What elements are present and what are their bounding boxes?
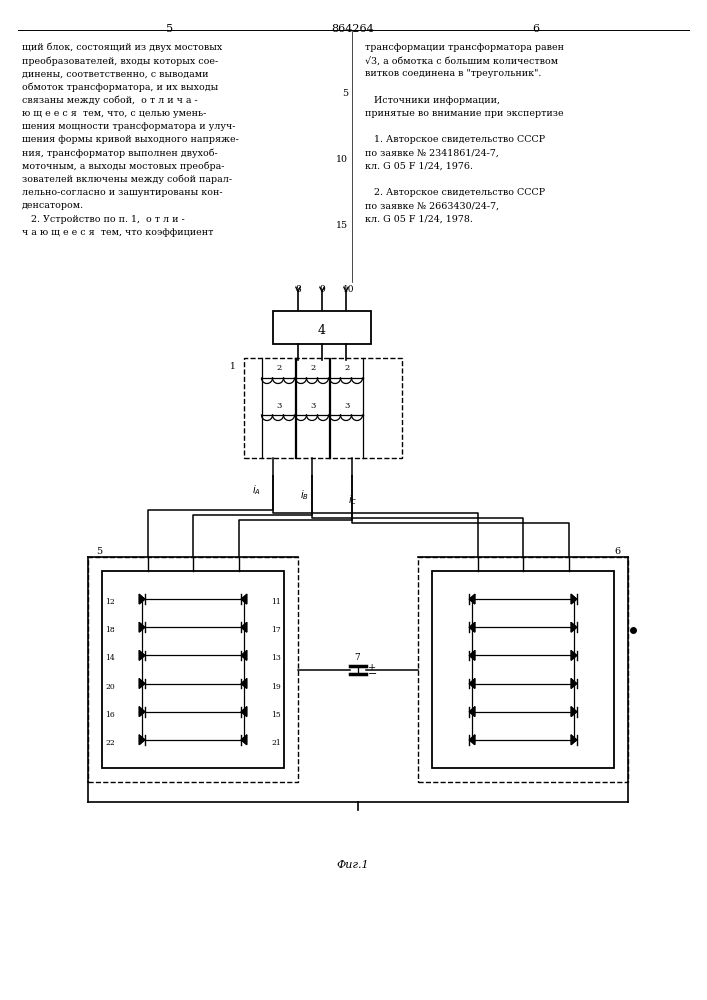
Text: Источники информации,: Источники информации, <box>365 96 500 105</box>
Polygon shape <box>469 594 475 604</box>
Text: 15: 15 <box>336 221 348 230</box>
Polygon shape <box>571 594 577 604</box>
Text: ния, трансформатор выполнен двухоб-: ния, трансформатор выполнен двухоб- <box>22 149 218 158</box>
Polygon shape <box>469 679 475 688</box>
Text: 12: 12 <box>105 598 115 606</box>
Text: 10: 10 <box>336 155 348 164</box>
Text: 3: 3 <box>276 402 281 410</box>
Polygon shape <box>469 651 475 660</box>
Text: витков соединена в "треугольник".: витков соединена в "треугольник". <box>365 69 542 78</box>
Polygon shape <box>139 622 145 632</box>
Text: 8: 8 <box>295 285 300 294</box>
Text: 5: 5 <box>342 89 348 98</box>
Text: 11: 11 <box>271 598 281 606</box>
Text: шения формы кривой выходного напряже-: шения формы кривой выходного напряже- <box>22 135 239 144</box>
Text: 10: 10 <box>343 285 354 294</box>
Polygon shape <box>469 735 475 745</box>
Text: принятые во внимание при экспертизе: принятые во внимание при экспертизе <box>365 109 563 118</box>
Text: щий блок, состоящий из двух мостовых: щий блок, состоящий из двух мостовых <box>22 43 222 52</box>
Text: 2: 2 <box>344 364 349 372</box>
Polygon shape <box>571 651 577 660</box>
Text: 22: 22 <box>105 739 115 747</box>
Text: по заявке № 2341861/24-7,: по заявке № 2341861/24-7, <box>365 149 499 158</box>
Text: 2: 2 <box>276 364 281 372</box>
Text: 15: 15 <box>271 711 281 719</box>
Text: $i_A$: $i_A$ <box>252 483 262 497</box>
Text: 2. Авторское свидетельство СССР: 2. Авторское свидетельство СССР <box>365 188 545 197</box>
Text: 2: 2 <box>310 364 315 372</box>
Text: 19: 19 <box>271 683 281 691</box>
Bar <box>88 557 298 782</box>
Text: трансформации трансформатора равен: трансформации трансформатора равен <box>365 43 564 52</box>
Polygon shape <box>469 707 475 717</box>
Text: денсатором.: денсатором. <box>22 201 84 210</box>
Text: 9: 9 <box>319 285 325 294</box>
Text: ю щ е е с я  тем, что, с целью умень-: ю щ е е с я тем, что, с целью умень- <box>22 109 206 118</box>
Text: 16: 16 <box>105 711 115 719</box>
Polygon shape <box>139 651 145 660</box>
Text: 3: 3 <box>310 402 315 410</box>
Polygon shape <box>241 735 247 745</box>
Polygon shape <box>139 735 145 745</box>
Text: 1. Авторское свидетельство СССР: 1. Авторское свидетельство СССР <box>365 135 545 144</box>
Text: √3, а обмотка с большим количеством: √3, а обмотка с большим количеством <box>365 56 558 65</box>
Text: 13: 13 <box>271 654 281 662</box>
Text: преобразователей, входы которых сое-: преобразователей, входы которых сое- <box>22 56 218 66</box>
Polygon shape <box>241 622 247 632</box>
Text: по заявке № 2663430/24-7,: по заявке № 2663430/24-7, <box>365 201 499 210</box>
Text: 864264: 864264 <box>332 24 375 34</box>
Text: 17: 17 <box>271 626 281 634</box>
Polygon shape <box>139 707 145 717</box>
Polygon shape <box>241 679 247 688</box>
Polygon shape <box>139 679 145 688</box>
Text: $i_C$: $i_C$ <box>348 493 357 507</box>
Text: 7: 7 <box>354 654 360 662</box>
Text: $i_B$: $i_B$ <box>300 488 309 502</box>
Text: 21: 21 <box>271 739 281 747</box>
Bar <box>244 358 402 458</box>
Bar <box>273 311 371 344</box>
Bar <box>418 557 628 782</box>
Polygon shape <box>139 594 145 604</box>
Text: −: − <box>368 670 378 680</box>
Text: кл. G 05 F 1/24, 1978.: кл. G 05 F 1/24, 1978. <box>365 215 473 224</box>
Text: лельно-согласно и зашунтированы кон-: лельно-согласно и зашунтированы кон- <box>22 188 223 197</box>
Text: динены, соответственно, с выводами: динены, соответственно, с выводами <box>22 69 209 78</box>
Text: 20: 20 <box>105 683 115 691</box>
Text: 3: 3 <box>344 402 349 410</box>
Text: ч а ю щ е е с я  тем, что коэффициент: ч а ю щ е е с я тем, что коэффициент <box>22 228 214 237</box>
Text: обмоток трансформатора, и их выходы: обмоток трансформатора, и их выходы <box>22 83 218 92</box>
Polygon shape <box>571 622 577 632</box>
Polygon shape <box>469 622 475 632</box>
Text: зователей включены между собой парал-: зователей включены между собой парал- <box>22 175 232 184</box>
Text: 5: 5 <box>166 24 173 34</box>
Text: 6: 6 <box>532 24 539 34</box>
Text: 14: 14 <box>105 654 115 662</box>
Bar <box>102 571 284 768</box>
Polygon shape <box>571 707 577 717</box>
Text: 2. Устройство по п. 1,  о т л и -: 2. Устройство по п. 1, о т л и - <box>22 215 185 224</box>
Text: Фиг.1: Фиг.1 <box>337 860 369 870</box>
Text: 18: 18 <box>105 626 115 634</box>
Text: связаны между собой,  о т л и ч а -: связаны между собой, о т л и ч а - <box>22 96 198 105</box>
Text: шения мощности трансформатора и улуч-: шения мощности трансформатора и улуч- <box>22 122 235 131</box>
Text: моточным, а выходы мостовых преобра-: моточным, а выходы мостовых преобра- <box>22 162 225 171</box>
Text: 6: 6 <box>614 547 620 556</box>
Text: +: + <box>368 664 376 672</box>
Text: 1: 1 <box>230 362 235 371</box>
Bar <box>432 571 614 768</box>
Polygon shape <box>571 679 577 688</box>
Text: 4: 4 <box>318 324 326 337</box>
Polygon shape <box>241 707 247 717</box>
Text: 5: 5 <box>96 547 102 556</box>
Polygon shape <box>241 594 247 604</box>
Text: кл. G 05 F 1/24, 1976.: кл. G 05 F 1/24, 1976. <box>365 162 473 171</box>
Polygon shape <box>241 651 247 660</box>
Polygon shape <box>571 735 577 745</box>
